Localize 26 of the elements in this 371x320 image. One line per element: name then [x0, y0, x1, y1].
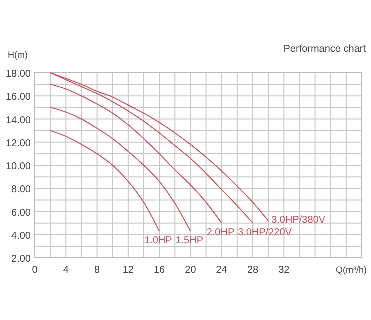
series-label: 3.0HP/220V [238, 227, 292, 238]
x-tick-label: 12 [122, 265, 134, 276]
y-tick-label: 4.00 [12, 230, 32, 242]
x-tick-label: 4 [63, 265, 70, 276]
y-axis-title: H(m) [8, 50, 28, 60]
y-tick-label: 14.00 [6, 115, 32, 126]
y-tick-label: 6.00 [12, 208, 32, 219]
series-label: 1.5HP [176, 235, 204, 246]
y-tick-label: 10.00 [6, 162, 32, 172]
x-axis-title: Q(m³/h) [336, 265, 367, 275]
x-tick-label: 0 [32, 265, 38, 276]
chart-title: Performance chart [284, 44, 366, 55]
y-tick-label: 18.00 [6, 69, 32, 80]
x-tick-label: 8 [94, 265, 101, 276]
x-tick-label: 32 [278, 265, 290, 276]
y-tick-label: 2.00 [12, 254, 32, 265]
x-tick-label: 16 [154, 265, 166, 276]
series-label: 3.0HP/380V [272, 215, 326, 226]
x-tick-label: 24 [216, 265, 228, 276]
y-tick-label: 12.00 [6, 138, 32, 150]
y-tick-label: 16.00 [6, 92, 32, 104]
x-tick-label: 20 [185, 265, 197, 276]
x-tick-label: 28 [247, 265, 259, 276]
series-label: 1.0HP [144, 235, 173, 246]
series-label: 2.0HP [206, 227, 235, 238]
y-tick-label: 8.00 [12, 184, 32, 196]
